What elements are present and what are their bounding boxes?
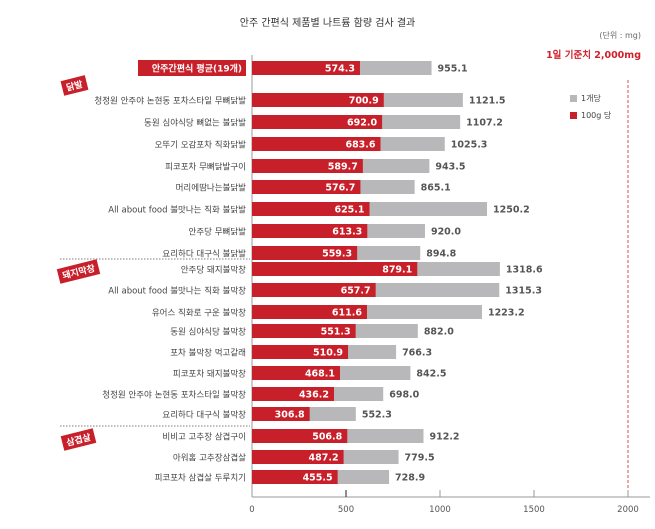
legend-per-100g: 100g 당 [570,110,611,121]
bar-per-100g [252,159,363,173]
category-label: 머리에땀나는불닭발 [176,183,247,194]
data-label-per-item: 552.3 [362,410,392,421]
bar-per-100g [252,305,367,319]
data-label-per-item: 1121.5 [469,96,506,107]
data-label-per-100g: 879.1 [382,265,412,276]
bar-per-100g [252,202,370,216]
data-label-per-100g: 506.8 [312,432,342,443]
data-label-per-item: 728.9 [395,473,425,484]
data-label-per-100g: 487.2 [309,453,339,464]
data-label-per-100g: 468.1 [305,369,335,380]
x-tick-label: 1500 [523,505,545,515]
data-label-per-100g: 510.9 [313,348,343,359]
x-tick-label: 1000 [429,505,451,515]
bar-per-100g [252,429,348,443]
data-label-per-100g: 551.3 [321,327,351,338]
bar-per-100g [252,246,358,260]
data-label-per-100g: 455.5 [303,473,333,484]
bar-per-100g [252,470,338,484]
data-label-per-item: 894.8 [426,249,456,260]
bar-per-100g [252,262,418,276]
bar-per-100g [252,387,335,401]
bar-per-100g [252,407,310,421]
category-label: All about food 불맛나는 직화 불막창 [108,286,246,297]
category-label: 안주간편식 평균(19개) [152,63,242,75]
x-tick-label: 500 [338,505,354,515]
x-tick-label: 0 [249,505,254,515]
legend-label: 1개당 [581,94,601,103]
bar-per-100g [252,93,384,107]
category-label: 비비고 고추장 삼겹구이 [162,432,246,443]
category-label: 유어스 직화로 구운 불막창 [152,308,246,319]
category-label: 아워홈 고추장삼겹살 [173,453,246,464]
data-label-per-item: 943.5 [435,162,465,173]
data-label-per-item: 1025.3 [451,140,488,151]
category-label: 안주당 돼지불막창 [181,265,246,276]
data-label-per-100g: 576.7 [325,183,355,194]
data-label-per-item: 1315.3 [505,286,542,297]
data-label-per-item: 920.0 [431,227,461,238]
data-label-per-item: 912.2 [429,432,459,443]
category-label: 피코포차 무뼈닭발구이 [165,162,246,173]
data-label-per-item: 882.0 [424,327,454,338]
bar-per-100g [252,137,381,151]
data-label-per-100g: 700.9 [349,96,379,107]
data-label-per-100g: 611.6 [332,308,362,319]
bar-per-100g [252,61,360,75]
data-label-per-item: 1223.2 [488,308,525,319]
legend-swatch [570,112,577,119]
data-label-per-100g: 574.3 [325,64,355,75]
bar-per-100g [252,366,341,380]
bar-per-100g [252,115,383,129]
legend-swatch [570,95,577,102]
category-label: 요리하다 대구식 불닭발 [162,249,246,260]
category-label: 요리하다 대구식 불막창 [162,410,246,421]
daily-limit-label: 1일 기준치 2,000mg [546,50,641,61]
data-label-per-100g: 613.3 [332,227,362,238]
data-label-per-item: 842.5 [416,369,446,380]
data-label-per-100g: 657.7 [341,286,371,297]
data-label-per-item: 1250.2 [493,205,530,216]
bar-per-100g [252,180,361,194]
data-label-per-item: 865.1 [421,183,451,194]
x-tick-label: 2000 [617,505,639,515]
data-label-per-100g: 436.2 [299,390,329,401]
category-label: 안주당 무뼈닭발 [189,227,247,238]
legend-per-item: 1개당 [570,93,601,104]
category-label: 피코포차 돼지불막창 [173,369,246,380]
data-label-per-item: 1318.6 [506,265,543,276]
bar-per-100g [252,224,368,238]
data-label-per-100g: 559.3 [322,249,352,260]
category-label: 포차 불막창 먹고갈래 [170,348,246,359]
category-label: 청정원 안주야 논현동 포차스타일 불막창 [102,390,246,401]
average-label-bg [138,60,246,76]
category-label: 동원 심야식당 뼈없는 불닭발 [144,118,246,129]
category-label: 피코포차 삼겹살 두루치기 [155,473,246,484]
data-label-per-100g: 625.1 [334,205,364,216]
category-label: All about food 불맛나는 직화 불닭발 [108,205,246,216]
data-label-per-item: 779.5 [405,453,435,464]
data-label-per-item: 955.1 [438,64,468,75]
category-label: 동원 심야식당 불막창 [170,327,246,338]
data-label-per-100g: 306.8 [275,410,305,421]
unit-label: (단위 : mg) [599,31,641,40]
bar-per-100g [252,283,376,297]
bar-per-100g [252,324,356,338]
legend-label: 100g 당 [581,111,612,120]
data-label-per-100g: 589.7 [328,162,358,173]
data-label-per-item: 1107.2 [466,118,503,129]
bar-per-100g [252,345,349,359]
chart-title: 안주 간편식 제품별 나트륨 함량 검사 결과 [239,18,416,29]
data-label-per-100g: 683.6 [345,140,375,151]
bar-per-100g [252,450,344,464]
category-label: 오뚜기 오감포차 직화닭발 [155,140,247,151]
data-label-per-item: 766.3 [402,348,432,359]
category-label: 청정원 안주야 논현동 포차스타일 무뼈닭발 [94,96,246,107]
data-label-per-item: 698.0 [389,390,419,401]
data-label-per-100g: 692.0 [347,118,377,129]
